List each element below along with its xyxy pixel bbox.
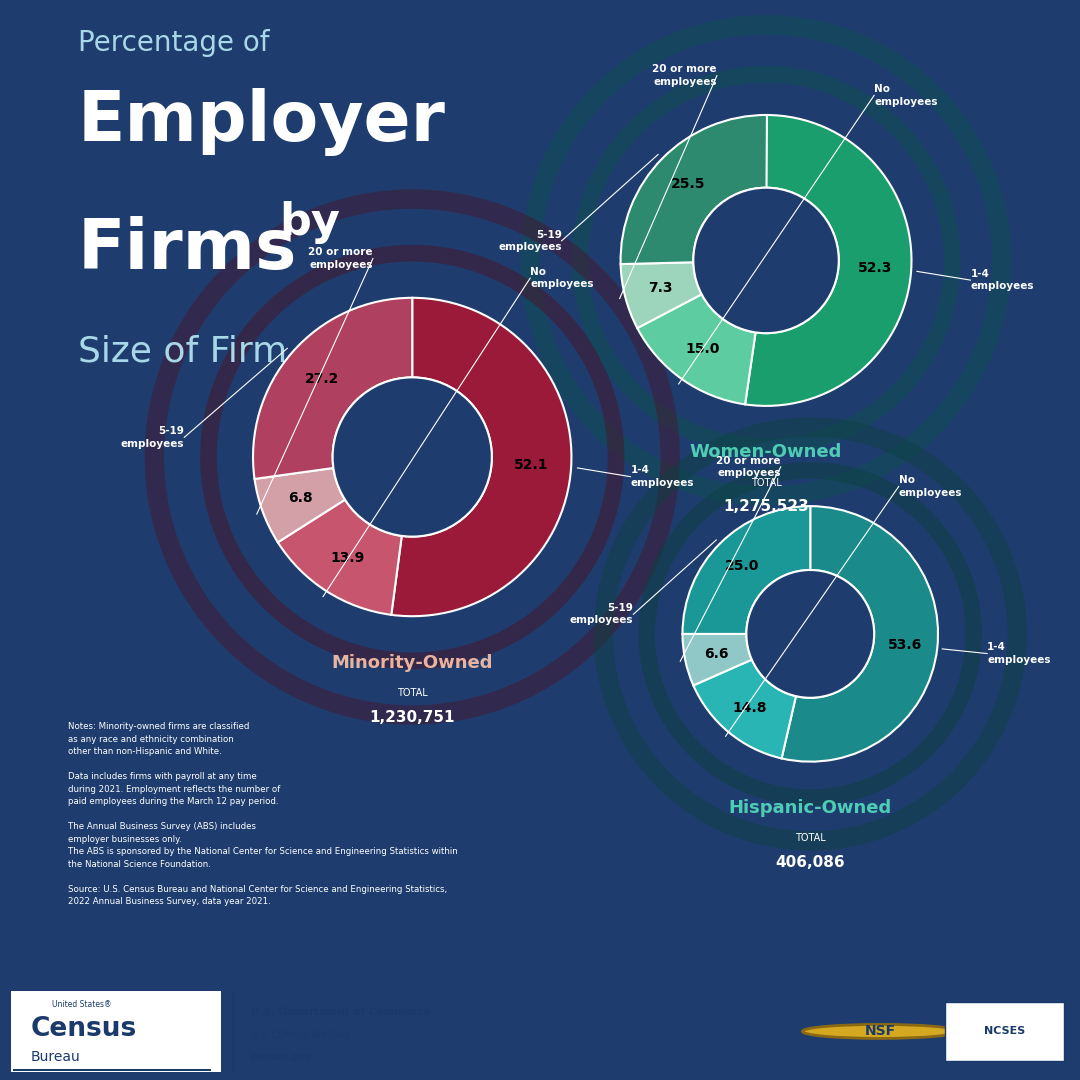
Text: Percentage of: Percentage of [78, 29, 270, 57]
Text: 27.2: 27.2 [305, 372, 339, 386]
Bar [11, 990, 221, 1072]
Text: 14.8: 14.8 [732, 701, 767, 715]
Text: No
employees: No employees [874, 84, 937, 107]
Text: TOTAL: TOTAL [751, 477, 782, 488]
Text: census.gov: census.gov [251, 1052, 312, 1062]
Text: TOTAL: TOTAL [795, 834, 825, 843]
Text: 5-19
employees: 5-19 employees [121, 427, 185, 448]
Text: Hispanic-Owned: Hispanic-Owned [729, 799, 892, 816]
Wedge shape [278, 500, 402, 615]
Text: 15.0: 15.0 [686, 342, 720, 356]
Text: No
employees: No employees [899, 475, 962, 498]
Bar [232, 990, 235, 1072]
Text: 1,230,751: 1,230,751 [369, 710, 455, 725]
Text: 20 or more
employees: 20 or more employees [716, 456, 781, 478]
Text: 25.0: 25.0 [726, 559, 759, 573]
Wedge shape [621, 114, 767, 265]
Text: No
employees: No employees [530, 267, 594, 289]
Text: 406,086: 406,086 [775, 855, 845, 870]
Circle shape [333, 377, 491, 537]
Text: 53.6: 53.6 [889, 637, 922, 651]
Text: 1,275,523: 1,275,523 [724, 499, 809, 514]
Text: 13.9: 13.9 [330, 551, 365, 565]
Text: 7.3: 7.3 [648, 281, 673, 295]
Text: 20 or more
employees: 20 or more employees [652, 65, 717, 86]
Text: Notes: Minority-owned firms are classified
as any race and ethnicity combination: Notes: Minority-owned firms are classifi… [68, 723, 458, 906]
Text: 5-19
employees: 5-19 employees [498, 230, 562, 252]
Text: Employer: Employer [78, 89, 446, 157]
Text: 52.1: 52.1 [514, 458, 549, 472]
Text: Women-Owned: Women-Owned [690, 443, 842, 461]
Text: 25.5: 25.5 [671, 177, 705, 191]
Wedge shape [683, 507, 810, 634]
Wedge shape [683, 634, 752, 686]
Text: U.S. Department of Commerce: U.S. Department of Commerce [251, 1007, 431, 1017]
Circle shape [802, 1025, 958, 1038]
Text: 1-4
employees: 1-4 employees [631, 465, 694, 488]
Wedge shape [621, 262, 702, 328]
Text: TOTAL: TOTAL [396, 688, 428, 698]
Text: Minority-Owned: Minority-Owned [332, 653, 492, 672]
Text: United States®: United States® [52, 1000, 111, 1009]
Wedge shape [693, 660, 796, 758]
Text: Bureau: Bureau [30, 1050, 80, 1064]
Text: 6.6: 6.6 [704, 647, 729, 661]
Text: 1-4
employees: 1-4 employees [971, 269, 1034, 292]
Text: Census: Census [30, 1016, 136, 1042]
Text: NSF: NSF [865, 1025, 895, 1038]
Wedge shape [782, 507, 939, 761]
Text: by: by [280, 202, 340, 244]
Wedge shape [745, 114, 912, 406]
Text: Firms: Firms [78, 216, 297, 283]
Text: 20 or more
employees: 20 or more employees [309, 247, 373, 270]
Text: NCSES: NCSES [984, 1026, 1025, 1037]
Wedge shape [637, 294, 756, 404]
Text: Size of Firm: Size of Firm [78, 334, 287, 368]
Circle shape [693, 188, 839, 333]
Bar [945, 1002, 1064, 1061]
Wedge shape [255, 468, 345, 542]
Text: U.S. CENSUS BUREAU: U.S. CENSUS BUREAU [251, 1030, 348, 1040]
Wedge shape [391, 298, 571, 617]
Wedge shape [253, 298, 413, 478]
Text: 6.8: 6.8 [288, 491, 312, 505]
Circle shape [746, 570, 874, 698]
Bar [13, 1069, 211, 1071]
Text: 1-4
employees: 1-4 employees [987, 643, 1051, 665]
Text: 5-19
employees: 5-19 employees [570, 603, 633, 625]
Text: 52.3: 52.3 [858, 261, 892, 275]
